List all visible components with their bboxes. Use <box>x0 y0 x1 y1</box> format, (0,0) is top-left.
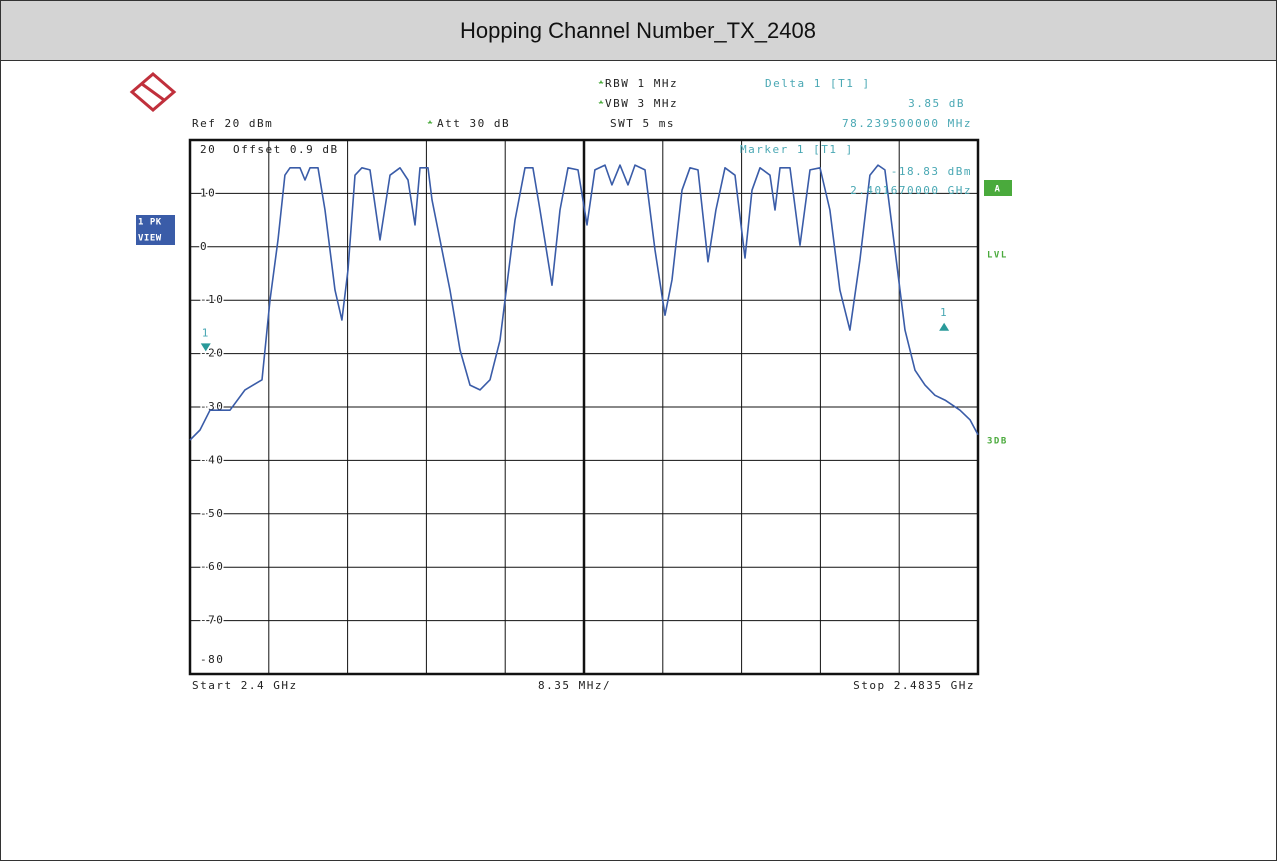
3db: 3DB <box>987 437 1008 447</box>
mode: VIEW <box>138 234 162 244</box>
logo <box>129 72 177 112</box>
y-tick-label: -70 <box>200 614 224 627</box>
plot-frame <box>188 138 980 676</box>
star <box>427 120 433 124</box>
rbw: RBW 1 MHz <box>605 77 678 90</box>
trace-box <box>984 180 1012 196</box>
title-bar <box>0 0 1277 61</box>
y-tick-label: -80 <box>200 653 224 666</box>
swt: SWT 5 ms <box>610 117 675 130</box>
marker-label: Marker 1 [T1 ] <box>740 143 854 156</box>
marker <box>200 343 211 352</box>
lvl: LVL <box>987 251 1008 261</box>
y-tick-label: 20 <box>200 143 216 156</box>
y-tick-label: 0 <box>200 240 208 253</box>
marker-label: 1 <box>940 306 948 319</box>
star <box>598 80 604 84</box>
mode: 1 PK <box>138 218 162 228</box>
y-tick-label: -60 <box>200 560 224 573</box>
start: Start 2.4 GHz <box>192 679 298 692</box>
y-tick-label: -50 <box>200 507 224 520</box>
marker-level: -18.83 dBm <box>891 165 972 178</box>
ref: Ref 20 dBm <box>192 117 273 130</box>
plot: 20 10 0 -10 -20 -30 -40 -50 -60 -70 -80 1 1 <box>188 138 980 676</box>
y-tick-label: -30 <box>200 400 224 413</box>
marker-label: 1 <box>202 326 210 339</box>
mode-box <box>136 215 175 245</box>
stop: Stop 2.4835 GHz <box>853 679 975 692</box>
marker-freq: 2.401670000 GHz <box>850 184 972 197</box>
y-tick-label: 10 <box>200 186 216 199</box>
delta-label: Delta 1 [T1 ] <box>765 77 871 90</box>
offset: Offset 0.9 dB <box>233 143 339 156</box>
delta-level: 3.85 dB <box>908 97 965 110</box>
att: Att 30 dB <box>437 117 510 130</box>
star <box>598 100 604 104</box>
marker <box>939 322 950 331</box>
y-tick-label: -40 <box>200 453 224 466</box>
delta-freq: 78.239500000 MHz <box>842 117 972 130</box>
trace <box>189 164 979 441</box>
y-tick-label: -20 <box>200 347 224 360</box>
span: 8.35 MHz/ <box>538 679 611 692</box>
trace-id: A <box>995 185 1002 195</box>
y-tick-label: -10 <box>200 293 224 306</box>
vbw: VBW 3 MHz <box>605 97 678 110</box>
title: Hopping Channel Number_TX_2408 <box>460 18 816 43</box>
